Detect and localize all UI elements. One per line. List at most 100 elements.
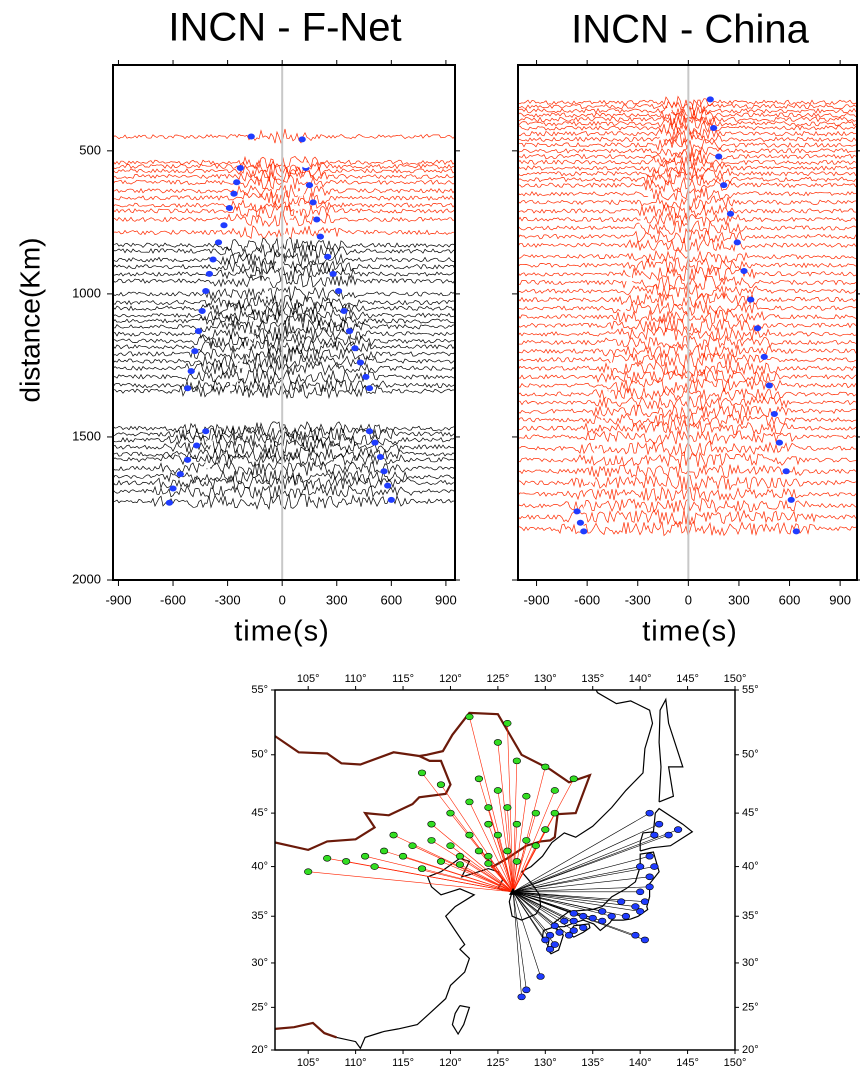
station [436,781,446,788]
station [673,826,683,833]
ray-path [512,861,518,892]
station [484,860,493,867]
seismic-trace [113,265,455,282]
station [550,941,559,948]
y-tick-label: 20° [251,1044,268,1056]
phase-pick [269,276,277,283]
phase-pick [613,333,622,340]
station [531,809,540,817]
seismic-trace [113,421,455,437]
phase-pick [645,190,654,197]
seismic-trace [113,474,455,491]
station [645,809,654,817]
station [512,820,521,828]
x-tick-label: -300 [215,592,241,607]
phase-pick [247,133,255,140]
seismic-trace [113,451,455,467]
phase-pick [598,419,606,426]
station [569,910,578,917]
seismic-trace [518,486,857,503]
seismic-trace [113,168,455,184]
coastline [568,923,591,938]
phase-pick [203,462,212,469]
phase-pick [296,190,304,197]
seismic-trace [113,174,455,190]
x-tick-label: -600 [160,592,186,607]
station [446,809,455,817]
station [465,798,474,806]
ray-path [488,856,514,892]
x-axis-label: time(s) [642,616,738,648]
ray-path [512,891,645,941]
seismic-trace [518,95,857,111]
station [493,739,502,746]
phase-pick [726,210,735,217]
seismic-trace [518,257,857,273]
ray-path [512,812,650,893]
station [550,809,559,817]
phase-pick [194,328,203,335]
station [598,917,607,925]
phase-pick [603,391,611,398]
station [522,837,531,844]
phase-pick [652,162,660,169]
panel-title: INCN - F-Net [168,6,401,50]
y-tick-label: 45° [251,807,268,819]
ray-path [512,891,574,931]
phase-pick [264,290,272,297]
station [541,936,550,944]
seismic-trace [113,294,455,310]
seismic-trace [113,333,455,350]
phase-pick [365,385,374,392]
station [588,914,597,922]
x-tick-label: 0 [685,592,692,607]
phase-pick [792,528,800,535]
x-tick-label: 900 [829,592,851,607]
station [569,917,578,925]
seismic-trace [113,251,455,268]
phase-pick [236,165,244,171]
y-tick-label: 25° [251,1001,268,1013]
phase-pick [202,485,210,492]
seismic-trace [518,186,857,202]
station [555,929,564,936]
x-tick-label: -300 [625,592,651,607]
phase-pick [293,205,301,212]
station [550,787,559,794]
ray-path [513,891,622,902]
station [545,931,555,939]
phase-pick [287,219,295,226]
x-axis-label: time(s) [234,616,330,648]
ray-path [513,891,636,907]
seismic-trace [113,211,455,228]
x-tick-label: 125° [487,673,510,685]
phase-pick [220,222,228,229]
x-tick-label: 140° [629,673,652,685]
ray-path [512,824,518,892]
seismic-trace [113,360,455,376]
seismic-trace [113,202,455,219]
seismic-trace [518,166,857,181]
seismic-trace [518,107,857,123]
station [455,852,465,860]
x-tick-label: 110° [345,673,367,685]
x-tick-label: 115° [392,673,414,685]
y-tick-label: 40° [742,860,759,872]
ray-path [512,829,679,893]
station [579,924,588,931]
station [493,787,502,794]
ray-path [513,866,655,893]
ray-path [512,891,541,977]
phase-pick [760,353,768,360]
phase-pick [573,508,581,515]
station [503,804,512,811]
y-tick-label: 35° [251,910,268,922]
seismic-trace [113,482,455,499]
station [379,847,389,855]
seismic-trace [518,176,857,193]
seismic-trace [518,377,857,395]
source-station [509,887,518,895]
coastline [336,690,654,1050]
phase-pick [309,199,317,206]
